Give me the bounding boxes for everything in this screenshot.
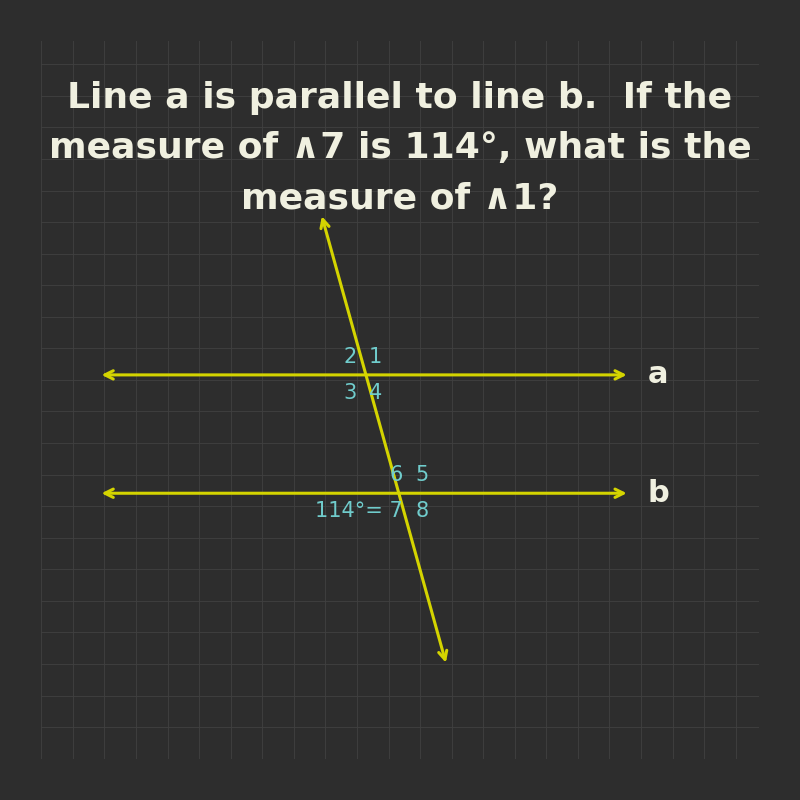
Text: 114°= 7: 114°= 7 — [315, 501, 403, 521]
Text: a: a — [647, 360, 668, 390]
Text: measure of ∧7 is 114°, what is the: measure of ∧7 is 114°, what is the — [49, 131, 751, 165]
Text: 2: 2 — [343, 347, 356, 367]
Text: measure of ∧1?: measure of ∧1? — [242, 182, 558, 215]
Text: 8: 8 — [416, 501, 429, 521]
Text: b: b — [647, 478, 670, 508]
Text: 3: 3 — [343, 382, 356, 402]
Text: 1: 1 — [369, 347, 382, 367]
Text: 6: 6 — [390, 466, 403, 486]
Text: 4: 4 — [369, 382, 382, 402]
Text: 5: 5 — [416, 466, 429, 486]
Text: Line a is parallel to line b.  If the: Line a is parallel to line b. If the — [67, 81, 733, 115]
